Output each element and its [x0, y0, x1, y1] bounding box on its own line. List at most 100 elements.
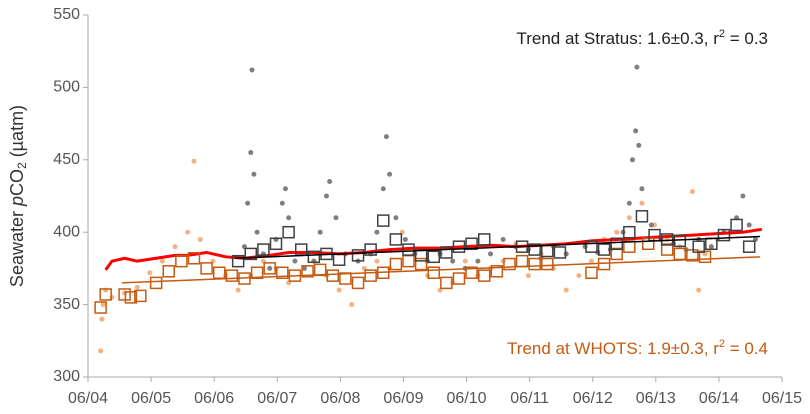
mean-square: [717, 228, 731, 242]
x-tick-label: 06/06: [194, 390, 234, 407]
data-point: [450, 258, 456, 264]
data-point: [402, 236, 408, 242]
data-point: [336, 287, 342, 293]
mean-square: [118, 288, 131, 301]
y-tick-label: 400: [53, 223, 80, 240]
x-tick-label: 06/08: [320, 390, 360, 407]
mean-square: [364, 243, 377, 256]
data-point: [249, 67, 255, 73]
mean-square: [610, 247, 623, 261]
mean-square: [402, 254, 415, 268]
mean-square: [282, 225, 295, 239]
data-point: [614, 229, 620, 235]
mean-square: [503, 257, 516, 271]
data-point: [689, 189, 695, 195]
mean-square: [730, 218, 743, 232]
annotation: Trend at Stratus: 1.6±0.3, r2 = 0.3: [516, 28, 768, 49]
mean-square: [326, 269, 340, 282]
data-point: [323, 193, 329, 199]
mean-square: [94, 301, 107, 314]
mean-square: [585, 266, 598, 279]
mean-square: [389, 257, 403, 271]
mean-square: [339, 272, 352, 285]
mean-square: [440, 246, 453, 259]
mean-square: [597, 243, 611, 256]
mean-square: [332, 253, 346, 266]
mean-square: [99, 288, 112, 301]
mean-square: [351, 276, 365, 290]
data-point: [629, 157, 635, 163]
x-tick-label: 06/09: [383, 390, 423, 407]
data-point: [245, 200, 251, 206]
mean-square: [301, 265, 314, 278]
mean-square: [610, 237, 623, 251]
mean-square: [673, 247, 687, 261]
data-point: [696, 287, 702, 293]
mean-square: [134, 289, 147, 303]
data-point: [475, 273, 481, 279]
mean-square: [162, 265, 176, 278]
mean-square: [623, 225, 636, 239]
mean-square: [364, 269, 377, 282]
mean-square: [212, 266, 226, 279]
data-point: [282, 186, 288, 192]
data-point: [235, 287, 241, 293]
data-point: [147, 270, 153, 276]
data-point: [636, 142, 642, 148]
data-point: [626, 200, 632, 206]
mean-square: [465, 266, 478, 279]
data-point: [100, 302, 106, 308]
data-point: [500, 258, 506, 264]
mean-square: [440, 276, 453, 290]
data-point: [475, 258, 481, 264]
data-point: [267, 265, 273, 271]
data-point: [576, 273, 582, 279]
mean-square: [452, 272, 466, 285]
data-point: [134, 284, 140, 290]
mean-square: [698, 250, 712, 264]
data-point: [488, 251, 494, 257]
mean-square: [263, 262, 276, 275]
mean-square: [477, 233, 491, 246]
x-tick-label: 06/04: [68, 390, 108, 407]
mean-square: [377, 214, 390, 227]
data-point: [248, 150, 254, 156]
mean-square: [402, 243, 415, 256]
mean-square: [124, 291, 138, 304]
data-point: [633, 128, 639, 134]
mean-square: [200, 262, 213, 275]
data-point: [525, 273, 531, 279]
data-point: [327, 179, 333, 185]
annotation: Trend at WHOTS: 1.9±0.3, r2 = 0.4: [507, 338, 768, 359]
data-point: [563, 251, 569, 257]
mean-square: [427, 250, 440, 264]
data-point: [708, 244, 714, 250]
data-point: [563, 287, 569, 293]
data-point: [588, 258, 594, 264]
data-point: [349, 302, 355, 308]
mean-square: [244, 247, 258, 261]
data-point: [197, 236, 203, 242]
y-tick-label: 450: [53, 151, 80, 168]
y-tick-label: 500: [53, 79, 80, 96]
data-point: [251, 171, 257, 177]
mean-square: [231, 254, 245, 268]
data-point: [500, 236, 506, 242]
mean-square: [515, 254, 529, 268]
data-point: [740, 193, 746, 199]
data-point: [98, 348, 104, 354]
mean-square: [541, 244, 554, 258]
data-point: [525, 247, 531, 253]
data-point: [620, 229, 626, 235]
y-axis-label: Seawater pCO2 (µatm): [7, 105, 29, 287]
data-point: [374, 229, 380, 235]
x-tick-label: 06/14: [699, 390, 739, 407]
mean-square: [257, 243, 270, 256]
mean-square: [452, 240, 466, 253]
data-point: [185, 229, 191, 235]
mean-square: [742, 240, 756, 253]
data-point: [648, 222, 654, 228]
mean-square: [692, 240, 705, 253]
mean-square: [477, 269, 491, 282]
